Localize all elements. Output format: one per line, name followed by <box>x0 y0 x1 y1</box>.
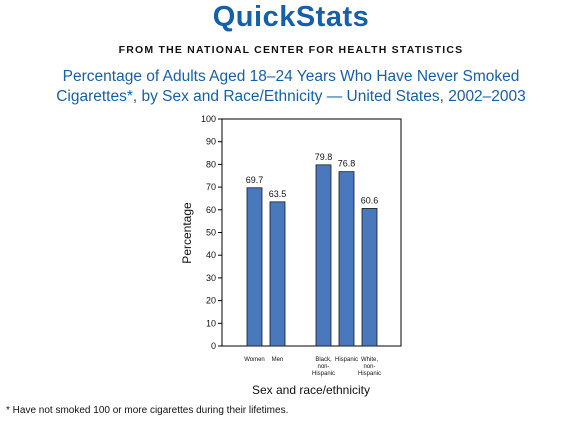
y-tick-label: 40 <box>206 250 216 260</box>
chart-title-line-2: Cigarettes*, by Sex and Race/Ethnicity —… <box>56 88 526 105</box>
y-tick-label: 50 <box>206 228 216 238</box>
source-line: FROM THE NATIONAL CENTER FOR HEALTH STAT… <box>118 44 464 56</box>
y-tick-label: 100 <box>201 114 216 124</box>
bar-value-label: 60.6 <box>361 195 379 205</box>
bar <box>269 201 286 347</box>
x-tick-label: Hispanic <box>335 357 358 363</box>
x-tick-label: White, non-Hispanic <box>358 357 381 377</box>
y-tick-label: 60 <box>206 205 216 215</box>
footnote: * Have not smoked 100 or more cigarettes… <box>6 405 289 416</box>
bar-value-label: 79.8 <box>315 152 333 162</box>
y-tick-label: 90 <box>206 137 216 147</box>
bars: 69.7 63.5 79.8 76.8 60.6 <box>246 152 379 347</box>
bar <box>361 208 378 347</box>
bar <box>338 171 355 347</box>
y-tick-label: 0 <box>211 341 216 351</box>
bar <box>315 164 332 347</box>
y-axis: 0 10 20 30 40 50 60 70 80 90 100 <box>201 114 222 351</box>
x-tick-label: Black, non-Hispanic <box>312 357 335 377</box>
bar <box>246 187 263 347</box>
y-axis-label: Percentage <box>180 202 194 264</box>
y-tick-label: 70 <box>206 182 216 192</box>
x-tick-label: Women <box>244 357 265 363</box>
x-tick-label: Men <box>272 357 284 363</box>
y-tick-label: 30 <box>206 273 216 283</box>
quickstats-brand: QuickStats <box>212 1 370 33</box>
chart-title: Percentage of Adults Aged 18–24 Years Wh… <box>0 67 582 107</box>
y-tick-label: 10 <box>206 318 216 328</box>
chart-title-line-1: Percentage of Adults Aged 18–24 Years Wh… <box>62 68 520 85</box>
y-tick-label: 80 <box>206 159 216 169</box>
y-tick-label: 20 <box>206 296 216 306</box>
x-axis-label: Sex and race/ethnicity <box>252 383 370 397</box>
bar-value-label: 69.7 <box>246 175 264 185</box>
bar-value-label: 63.5 <box>269 189 287 199</box>
bar-value-label: 76.8 <box>338 159 356 169</box>
